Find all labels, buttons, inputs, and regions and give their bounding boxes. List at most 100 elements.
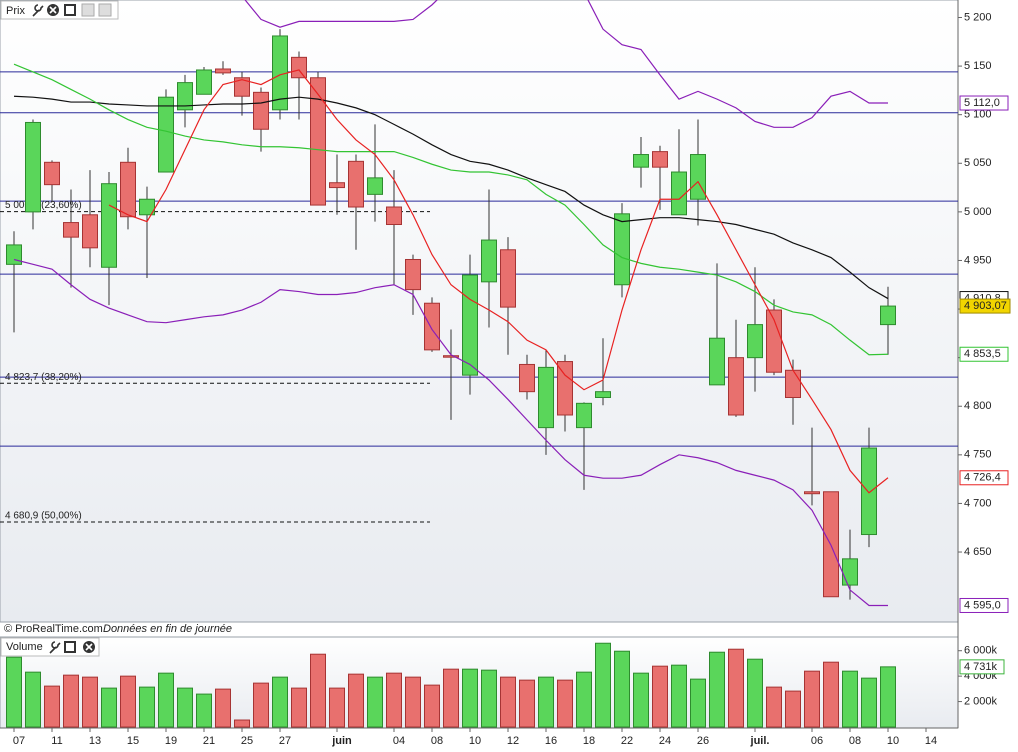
- volume-bar: [424, 684, 440, 728]
- y-tick-label: 5 100: [964, 109, 992, 121]
- volume-bar: [804, 670, 820, 728]
- x-tick-label: 16: [545, 735, 557, 747]
- volume-bar: [348, 673, 364, 728]
- candle-body: [481, 239, 497, 283]
- volume-bar: [595, 642, 611, 728]
- candle-body: [538, 366, 554, 429]
- candle-body: [690, 154, 706, 200]
- indicator-line: [13, 258, 888, 607]
- x-tick-label: 10: [469, 735, 481, 747]
- x-tick-label: 27: [279, 735, 291, 747]
- candle-body: [386, 206, 402, 226]
- volume-bar: [481, 669, 497, 728]
- candle-body: [671, 171, 687, 216]
- candle-body: [405, 258, 421, 291]
- volume-bar: [291, 687, 307, 728]
- x-tick-label: 19: [165, 735, 177, 747]
- volume-bar: [747, 658, 763, 728]
- candle-body: [747, 324, 763, 359]
- candle-body: [709, 337, 725, 386]
- value-badge-label: 4 731k: [964, 661, 998, 673]
- settings-icon[interactable]: [32, 4, 44, 17]
- y-tick-label: 5 000: [964, 206, 992, 218]
- note: Données en fin de journée: [103, 623, 232, 635]
- maximize-inner: [66, 6, 74, 14]
- footer: © ProRealTime.com Données en fin de jour…: [4, 623, 232, 635]
- candle-body: [63, 222, 79, 238]
- volume-bar: [329, 687, 345, 728]
- volume-bar: [367, 676, 383, 728]
- value-badge: [959, 597, 1009, 613]
- value-badge: [959, 346, 1009, 362]
- indicator-line: [244, 0, 888, 128]
- x-tick-label: 13: [89, 735, 101, 747]
- volume-bar: [519, 679, 535, 728]
- candle-body: [367, 177, 383, 195]
- volume-bar: [386, 672, 402, 728]
- candle-body: [652, 151, 668, 168]
- x-tick-label: 14: [925, 735, 937, 747]
- y-tick-label: 4 950: [964, 254, 992, 266]
- volume-bar: [728, 648, 744, 728]
- candle-body: [462, 274, 478, 376]
- candle-body: [595, 391, 611, 398]
- candle-body: [804, 491, 820, 495]
- x-tick-label: 25: [241, 735, 253, 747]
- volume-bar: [310, 653, 326, 728]
- candle-body: [443, 355, 459, 358]
- value-badge-label: 4 595,0: [964, 599, 1001, 611]
- fib-label: 5 000,3 (23,60%): [5, 200, 82, 211]
- x-tick-label: 22: [621, 735, 633, 747]
- volume-bar: [633, 672, 649, 728]
- candle-body: [519, 363, 535, 393]
- volume-bar: [785, 690, 801, 728]
- close-cross: [85, 643, 93, 651]
- indicator-line: [13, 63, 889, 356]
- volume-bar: [177, 687, 193, 728]
- price-plot: 5 000,3 (23,60%) 4 823,7 (38,20%) 4 680,9 …: [0, 0, 958, 607]
- volume-bar: [405, 676, 421, 728]
- volume-plot: [6, 642, 896, 728]
- y-tick-label: 2 000k: [964, 695, 998, 707]
- fib-label: 4 823,7 (38,20%): [5, 372, 82, 383]
- x-tick-label: 10: [887, 735, 899, 747]
- volume-bar: [253, 682, 269, 728]
- settings-icon[interactable]: [49, 641, 61, 654]
- x-tick-label: 08: [431, 735, 443, 747]
- volume-bar: [576, 671, 592, 728]
- volume-bar: [158, 672, 174, 728]
- candle-body: [348, 160, 364, 208]
- candle-body: [101, 183, 117, 268]
- source: © ProRealTime.com: [4, 623, 103, 635]
- volume-bar: [690, 678, 706, 728]
- candle-body: [82, 214, 98, 249]
- x-tick-label: 08: [849, 735, 861, 747]
- volume-bar: [652, 665, 668, 728]
- x-tick-label: 12: [507, 735, 519, 747]
- volume-bar: [538, 676, 554, 728]
- move-down-icon[interactable]: [81, 3, 95, 17]
- candle-body: [215, 68, 231, 74]
- candle-body: [44, 161, 60, 186]
- volume-bar: [766, 686, 782, 728]
- price-pane: [0, 0, 959, 623]
- candle-body: [785, 369, 801, 398]
- close-cross: [49, 6, 57, 14]
- volume-bar: [82, 676, 98, 728]
- pane-title: Prix: [6, 5, 25, 17]
- volume-bar: [500, 676, 516, 728]
- close-badge: [959, 298, 1011, 314]
- x-tick-label: 07: [13, 735, 25, 747]
- volume-bar: [101, 687, 117, 728]
- fib-label: 4 680,9 (50,00%): [5, 511, 82, 522]
- volume-bar: [443, 668, 459, 728]
- maximize-inner: [66, 643, 74, 651]
- candle-body: [234, 77, 250, 97]
- y-tick-label: 5 200: [964, 11, 992, 23]
- candle-body: [842, 558, 858, 586]
- move-up-icon[interactable]: [98, 3, 112, 17]
- y-tick-label: 4 650: [964, 546, 992, 558]
- x-tick-label: juin: [331, 735, 352, 747]
- close-badge-label: 4 903,07: [964, 300, 1007, 312]
- volume-bar: [6, 656, 22, 728]
